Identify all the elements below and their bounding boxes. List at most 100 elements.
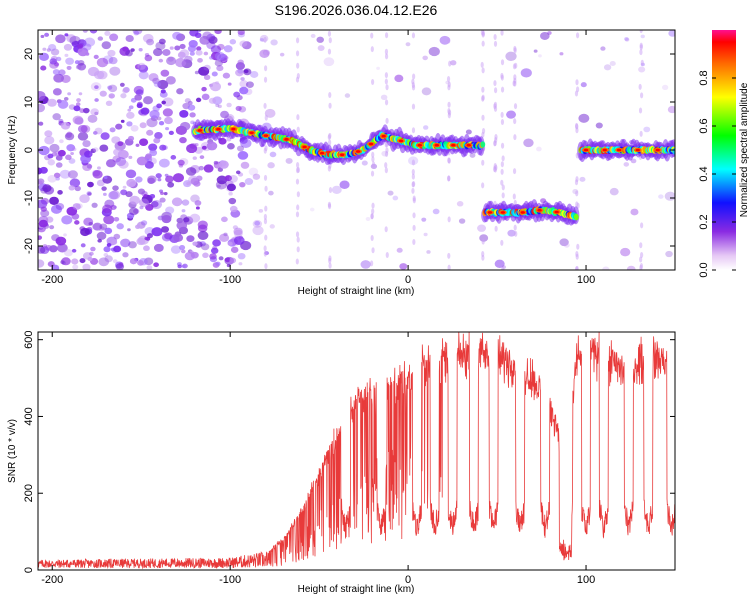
noise-blob bbox=[133, 30, 140, 36]
noise-blob bbox=[172, 31, 182, 40]
noise-blob bbox=[152, 77, 160, 85]
noise-blob bbox=[128, 155, 133, 159]
noise-streak bbox=[370, 32, 374, 39]
noise-blob bbox=[185, 167, 197, 176]
noise-blob bbox=[57, 190, 63, 195]
noise-blob bbox=[144, 161, 154, 169]
noise-blob bbox=[48, 43, 57, 51]
noise-blob bbox=[360, 260, 371, 269]
noise-blob bbox=[259, 38, 264, 42]
noise-blob bbox=[668, 30, 675, 37]
spectrogram-x-tick-label: -200 bbox=[41, 274, 63, 286]
noise-blob bbox=[194, 143, 199, 147]
noise-blob bbox=[55, 203, 65, 211]
noise-blob bbox=[47, 159, 56, 166]
ridge-peak-center bbox=[302, 145, 307, 149]
noise-blob bbox=[176, 221, 188, 230]
noise-blob bbox=[202, 252, 209, 258]
noise-blob bbox=[201, 86, 207, 92]
noise-streak bbox=[500, 111, 504, 118]
noise-streak bbox=[493, 140, 497, 147]
noise-blob bbox=[578, 113, 590, 123]
noise-streak bbox=[575, 79, 579, 86]
noise-blob bbox=[103, 192, 107, 196]
noise-blob bbox=[113, 245, 122, 253]
noise-blob bbox=[224, 257, 231, 263]
noise-streak bbox=[385, 147, 389, 154]
noise-blob bbox=[149, 149, 158, 157]
noise-blob bbox=[105, 100, 113, 106]
noise-streak bbox=[385, 117, 389, 124]
noise-blob bbox=[215, 180, 227, 190]
noise-blob bbox=[51, 204, 62, 214]
noise-blob bbox=[82, 43, 92, 51]
noise-streak bbox=[384, 99, 389, 106]
noise-blob bbox=[164, 173, 169, 177]
snr-x-tick-label: -100 bbox=[219, 574, 241, 586]
noise-blob bbox=[38, 180, 43, 185]
noise-blob bbox=[179, 110, 189, 118]
noise-blob bbox=[38, 259, 45, 268]
noise-streak bbox=[412, 197, 416, 204]
noise-blob bbox=[269, 224, 275, 229]
noise-blob bbox=[63, 96, 69, 101]
noise-blob bbox=[152, 48, 163, 57]
noise-blob bbox=[477, 224, 487, 232]
noise-blob bbox=[258, 209, 264, 213]
noise-streak bbox=[513, 45, 517, 52]
noise-blob bbox=[158, 58, 164, 63]
noise-streak bbox=[263, 51, 267, 58]
noise-blob bbox=[46, 48, 51, 52]
noise-blob bbox=[74, 60, 80, 65]
noise-blob bbox=[223, 45, 233, 53]
noise-blob bbox=[209, 82, 221, 92]
noise-blob bbox=[254, 220, 261, 226]
noise-streak bbox=[327, 30, 332, 37]
noise-blob bbox=[99, 90, 107, 97]
noise-blob bbox=[160, 191, 164, 195]
noise-blob bbox=[239, 40, 248, 48]
noise-blob bbox=[162, 49, 171, 56]
noise-blob bbox=[161, 100, 166, 105]
noise-blob bbox=[120, 119, 125, 123]
ridge-peak-center bbox=[451, 143, 456, 147]
noise-blob bbox=[220, 110, 229, 119]
noise-blob bbox=[99, 144, 109, 152]
noise-blob bbox=[197, 220, 208, 230]
ridge-peak-center bbox=[249, 131, 254, 135]
noise-streak bbox=[328, 92, 332, 99]
snr-y-tick-label: 0 bbox=[23, 567, 35, 573]
ridge-peak-center bbox=[434, 143, 440, 147]
noise-blob bbox=[93, 131, 98, 135]
ridge-peak-center bbox=[602, 148, 608, 152]
noise-streak bbox=[447, 264, 451, 270]
noise-blob bbox=[74, 117, 84, 125]
noise-blob bbox=[90, 148, 97, 154]
noise-blob bbox=[195, 49, 203, 56]
noise-blob bbox=[201, 93, 210, 101]
noise-blob bbox=[109, 66, 121, 76]
noise-blob bbox=[240, 161, 250, 169]
noise-blob bbox=[122, 88, 129, 94]
noise-blob bbox=[76, 98, 81, 103]
noise-blob bbox=[87, 181, 94, 188]
noise-streak bbox=[639, 49, 643, 56]
noise-blob bbox=[96, 57, 109, 68]
noise-streak bbox=[500, 168, 504, 175]
noise-streak bbox=[296, 114, 300, 121]
noise-blob bbox=[158, 121, 165, 126]
noise-blob bbox=[74, 220, 80, 225]
noise-streak bbox=[639, 30, 643, 34]
noise-streak bbox=[494, 133, 498, 140]
noise-blob bbox=[184, 55, 193, 63]
noise-blob bbox=[664, 191, 675, 201]
noise-streak bbox=[512, 193, 516, 200]
noise-blob bbox=[137, 188, 146, 195]
noise-blob bbox=[206, 141, 218, 151]
snr-x-tick-label: 100 bbox=[577, 574, 595, 586]
noise-blob bbox=[168, 130, 174, 136]
noise-streak bbox=[263, 174, 268, 181]
spectrogram-x-tick-label: 100 bbox=[577, 274, 595, 286]
noise-blob bbox=[164, 116, 173, 125]
noise-streak bbox=[638, 83, 642, 90]
